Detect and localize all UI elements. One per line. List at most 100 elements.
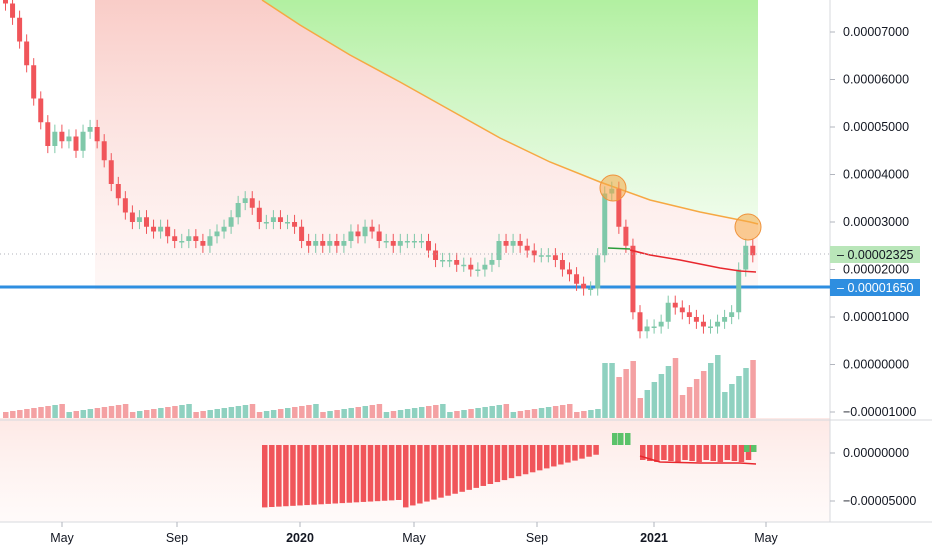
price-tick: 0.00005000 [830,120,909,134]
candle [299,219,305,249]
oscillator-signal-line [639,455,757,465]
candle [341,233,347,253]
oscillator-bar [346,445,353,503]
oscillator-bar [745,445,752,460]
volume-bar [292,407,298,418]
oscillator-bar [529,445,536,473]
candle [686,305,692,325]
candle [362,219,368,244]
volume-bar [644,390,651,418]
candle [503,233,509,253]
time-tick: Sep [526,522,548,545]
candle [440,252,446,268]
volume-bar [3,412,9,418]
oscillator-bar [395,445,402,500]
candle [17,10,23,49]
volume-bar [17,410,23,418]
volume-bar [207,410,213,418]
candle [517,233,523,253]
volume-bar [376,404,383,418]
oscillator-bar [696,445,702,462]
price-tick-label: 0.00004000 [843,168,909,182]
highlight-circle-apr-2021 [734,213,762,241]
volume-bar [411,408,418,418]
candle [531,243,537,263]
volume-bar [94,408,101,418]
volume-bar [59,404,65,418]
candle [158,219,164,239]
candle [200,233,206,253]
volume-bar [136,411,143,418]
candle [348,224,354,249]
candles [3,0,756,339]
volume-bar [559,405,566,418]
candle [320,233,326,253]
volume-bar [270,410,277,418]
volume-bar [729,384,735,418]
volume-bar [186,404,192,418]
volume-bar [524,410,531,418]
volume-bar [80,410,87,418]
volume-bar [10,411,16,418]
candle [722,309,728,329]
candle [418,233,424,249]
volume-bar [101,407,108,418]
time-tick: May [402,522,427,545]
oscillator-bar [466,445,472,490]
oscillator-bar [311,445,317,505]
candle [151,219,157,239]
volume-bar [426,406,432,418]
volume-bar [256,412,263,418]
candle [73,129,79,158]
volume-bar [115,405,122,418]
candle [66,129,72,149]
candle [214,224,220,244]
volume-bar [313,404,319,418]
candle [482,257,488,277]
highlight-circle-dec-2020 [599,174,627,202]
time-tick: 2020 [286,522,314,545]
candle [87,119,93,139]
indicator-bands [0,0,830,522]
candle [277,210,283,230]
volume-bar [482,407,488,418]
volume-bar [433,405,439,418]
oscillator-bar [738,445,745,462]
price-tick-label: 0.00005000 [843,120,909,134]
volume-bar [468,409,474,418]
oscillator-bar [438,445,444,498]
candle [355,224,361,244]
oscillator-bar [544,445,550,469]
price-tick: 0.00000000 [830,358,909,372]
oscillator-bar [417,445,423,504]
candle [708,319,713,334]
oscillator-bar [572,445,578,461]
price-tick-label: 0.00002000 [843,263,909,277]
volume-bar [567,404,573,418]
oscillator-bar [661,445,667,460]
candle [221,219,227,239]
candle [292,214,298,234]
candle [595,248,601,296]
oscillator-bar [304,445,310,506]
oscillator-bar [551,445,557,467]
volume-bar [158,408,164,418]
candle [193,229,199,249]
volume-bar [45,406,51,418]
volume-bar [129,412,136,418]
oscillator-bar [558,445,564,465]
time-tick-label: May [402,531,426,545]
candle [285,214,290,230]
oscillator-bar [731,445,738,461]
volume-bar [686,387,693,418]
volume-bar [503,404,510,418]
candle [122,191,128,220]
oscillator-tick-label: 0.00000000 [843,446,909,460]
oscillator-bar [751,445,757,452]
candle [454,252,460,272]
candle [602,186,608,263]
candle [644,319,650,339]
candle [59,124,65,149]
volume-bar [165,407,171,418]
